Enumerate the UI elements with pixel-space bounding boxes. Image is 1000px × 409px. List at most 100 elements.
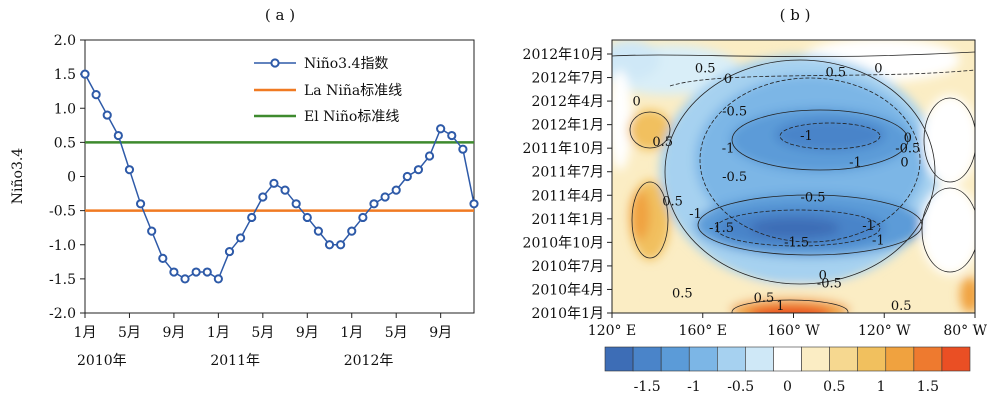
colorbar-tick-label: 1 [877, 379, 886, 395]
contour-label: 0 [819, 268, 827, 283]
contour-label: 0 [900, 156, 908, 171]
nino34-point [247, 212, 257, 223]
colorbar-cell [941, 346, 971, 372]
colorbar-cell [604, 346, 634, 372]
y-tick-label: -0.5 [49, 204, 76, 220]
colorbar-tick-label: 0.5 [823, 379, 845, 395]
nino34-point [224, 246, 235, 257]
contour-label: -1.5 [709, 221, 734, 236]
colorbar-cell [632, 346, 662, 372]
nino34-point [113, 130, 123, 141]
colorbar-cell [688, 346, 718, 372]
y-tick-label: -1.5 [49, 272, 76, 288]
nino34-point [269, 178, 279, 188]
colorbar-cell [773, 346, 802, 372]
x-tick-label: 1月 [340, 325, 363, 341]
x-tick-label: 9月 [162, 325, 185, 341]
nino34-point [369, 199, 379, 209]
x-tick-label: 5月 [251, 325, 274, 341]
y-tick-label: 1.5 [54, 67, 76, 83]
nino34-point [91, 90, 101, 100]
colorbar-cell [745, 346, 774, 372]
nino34-point [213, 274, 223, 284]
nino34-point [391, 185, 401, 195]
legend-a: Niño3.4指数 La Niña标准线 El Niño标准线 [254, 56, 402, 125]
nino34-point [313, 226, 323, 236]
nino34-point [324, 240, 335, 250]
x-tick-label: 5月 [385, 325, 408, 341]
y-tick-label: 0 [67, 170, 76, 186]
colorbar-tick-label: 0 [783, 379, 792, 395]
nino34-point [380, 192, 390, 202]
contour-label: 0 [874, 62, 882, 77]
year-label: 2010年 [77, 353, 127, 369]
y-tick-label: 2010年10月 [523, 235, 604, 251]
contour-label: -1.5 [784, 236, 809, 251]
chart-b: ( b ) [523, 6, 988, 395]
legend-label: La Niña标准线 [304, 83, 402, 99]
contour-label: -0.5 [895, 141, 920, 156]
nino34-point [202, 267, 212, 277]
y-tick-label: 1.0 [54, 101, 76, 117]
panel-label-b: ( b ) [780, 6, 811, 24]
year-label: 2011年 [210, 353, 260, 369]
y-tick-label: 2010年4月 [531, 282, 604, 298]
nino34-point [102, 110, 112, 120]
colorbar-tick-label: -0.5 [727, 379, 754, 395]
y-tick-label: 2010年7月 [531, 259, 604, 275]
y-tick-label: 0.5 [54, 135, 76, 151]
y-tick-label: 2011年10月 [523, 141, 604, 157]
nino34-point [80, 69, 90, 79]
colorbar-cell [857, 346, 887, 372]
contour-label: 0.5 [826, 66, 847, 81]
contour-label: 0 [904, 131, 912, 146]
y-tick-label: -1.0 [49, 238, 76, 254]
contour-label: -1 [862, 219, 875, 234]
year-label: 2012年 [344, 353, 394, 369]
contour-label: 0.5 [662, 195, 683, 210]
x-tick-label: 80° W [943, 323, 987, 339]
colorbar-cell [829, 346, 858, 372]
colorbar-cell [885, 346, 915, 372]
contour-label: -1 [800, 129, 813, 144]
nino34-point [347, 226, 357, 236]
chart-a: ( a ) Niño3.4 2.0 1.5 1.0 0.5 0 -0.5 -1.0 -1.5 -… [10, 6, 479, 369]
y-tick-label: 2012年4月 [531, 94, 604, 110]
legend-label: El Niño标准线 [304, 109, 399, 125]
nino34-line [84, 73, 475, 280]
contour-label: 0.5 [652, 135, 673, 150]
x-tick-label: 160° W [767, 323, 820, 339]
nino34-point [280, 185, 290, 195]
colorbar-cell [801, 346, 830, 372]
colorbar-tick-label: -1 [687, 379, 701, 395]
contour-label: -1 [849, 156, 862, 171]
y-axis-label: Niño3.4 [10, 148, 26, 205]
nino34-point [191, 267, 201, 277]
colorbar-cell [913, 346, 943, 372]
y-tick-label: 2012年1月 [531, 118, 604, 134]
x-tick-label: 5月 [118, 325, 141, 341]
nino34-point [424, 151, 435, 161]
y-tick-label: 2012年10月 [523, 47, 604, 63]
nino34-point [236, 233, 246, 243]
contour-label: -0.5 [722, 170, 747, 185]
nino34-point [458, 144, 468, 154]
nino34-point [336, 240, 346, 250]
x-tick-label: 120° W [858, 323, 911, 339]
nino34-point [135, 199, 146, 209]
x-tick-label: 120° E [588, 323, 636, 339]
nino34-point [469, 199, 479, 209]
legend-marker [270, 58, 280, 68]
colorbar-cell [717, 346, 746, 372]
y-tick-label: 2012年7月 [531, 71, 604, 87]
y-tick-label: 2.0 [54, 33, 76, 49]
nino34-point [302, 212, 312, 223]
contour-label: 1 [776, 299, 784, 314]
nino34-point [413, 165, 424, 175]
contour-label: 0.5 [695, 62, 716, 77]
nino34-point [124, 165, 135, 175]
x-tick-label: 1月 [207, 325, 230, 341]
colorbar-tick-label: 1.5 [917, 379, 939, 395]
contour-label: -0.5 [722, 105, 747, 120]
nino34-point [358, 212, 368, 223]
